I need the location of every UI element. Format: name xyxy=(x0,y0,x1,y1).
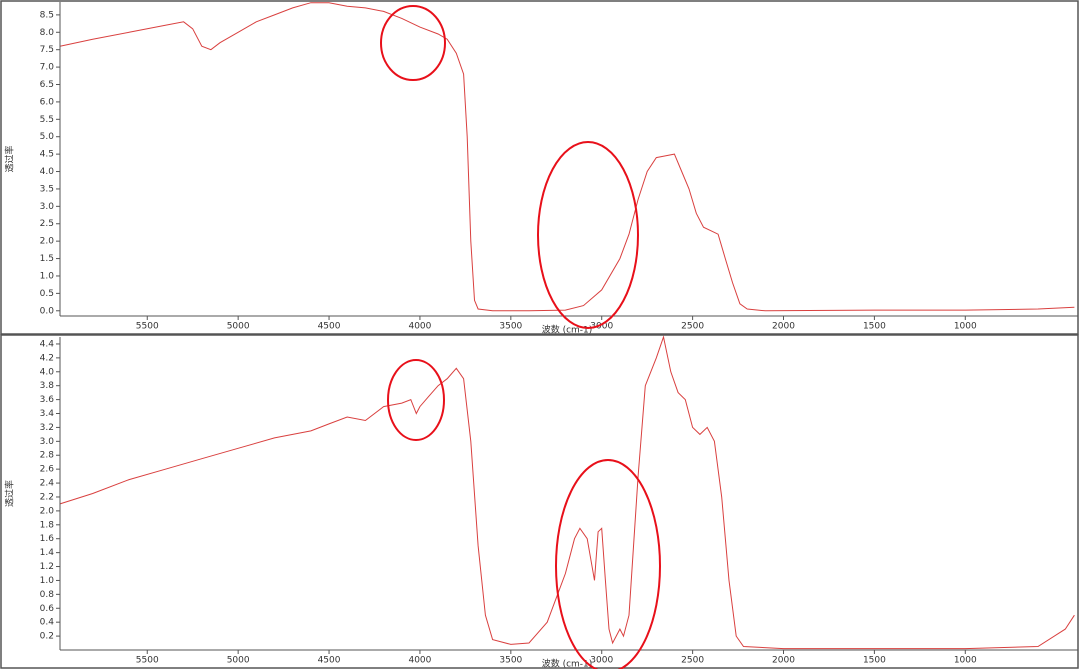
x-tick-label: 3500 xyxy=(499,322,522,332)
y-tick-label: 4.4 xyxy=(40,339,55,349)
y-tick-label: 0.6 xyxy=(40,604,55,614)
y-tick-label: 1.5 xyxy=(40,254,54,264)
y-axis-label: 透过率 xyxy=(4,480,16,507)
y-tick-label: 8.0 xyxy=(40,28,55,38)
y-tick-label: 4.2 xyxy=(40,353,54,363)
highlight-circle xyxy=(537,141,639,329)
y-tick-label: 8.5 xyxy=(40,10,54,20)
y-tick-label: 2.6 xyxy=(40,465,55,475)
y-tick-label: 2.5 xyxy=(40,219,54,229)
x-tick-label: 3500 xyxy=(499,656,522,666)
x-axis-label: 波数 (cm-1) xyxy=(542,658,593,669)
y-tick-label: 4.0 xyxy=(40,167,55,177)
x-tick-label: 2500 xyxy=(681,656,704,666)
plot-frame xyxy=(0,334,1079,669)
y-tick-label: 1.0 xyxy=(40,271,55,281)
y-tick-label: 0.8 xyxy=(40,590,55,600)
x-tick-label: 3000 xyxy=(590,322,613,332)
x-tick-label: 5000 xyxy=(227,656,250,666)
y-tick-label: 4.0 xyxy=(40,367,55,377)
y-tick-label: 6.0 xyxy=(40,97,55,107)
x-tick-label: 4000 xyxy=(408,656,431,666)
y-tick-label: 7.5 xyxy=(40,45,54,55)
y-tick-label: 3.4 xyxy=(40,409,55,419)
y-tick-label: 0.4 xyxy=(40,618,55,628)
x-tick-label: 5500 xyxy=(136,656,159,666)
y-tick-label: 6.5 xyxy=(40,80,54,90)
highlight-circle xyxy=(555,459,661,669)
x-tick-label: 1500 xyxy=(863,322,886,332)
x-tick-label: 1000 xyxy=(954,656,977,666)
spectrum-line xyxy=(59,2,1075,312)
x-tick-label: 4500 xyxy=(318,656,341,666)
y-axis-label: 透过率 xyxy=(4,145,16,172)
highlight-circle xyxy=(380,5,446,81)
x-axis-label: 波数 (cm-1) xyxy=(542,324,593,336)
y-tick-label: 3.0 xyxy=(40,437,55,447)
x-tick-label: 1500 xyxy=(863,656,886,666)
y-tick-label: 1.8 xyxy=(40,520,55,530)
y-tick-label: 2.0 xyxy=(40,237,55,247)
y-tick-label: 0.0 xyxy=(40,306,55,316)
y-tick-label: 1.0 xyxy=(40,576,55,586)
y-tick-label: 3.8 xyxy=(40,381,55,391)
y-tick-label: 1.6 xyxy=(40,534,55,544)
y-tick-label: 5.0 xyxy=(40,132,55,142)
y-tick-label: 1.2 xyxy=(40,562,54,572)
y-tick-label: 0.5 xyxy=(40,289,54,299)
y-tick-label: 1.4 xyxy=(40,548,55,558)
y-tick-label: 5.5 xyxy=(40,115,54,125)
x-tick-label: 4000 xyxy=(408,322,431,332)
y-tick-label: 3.6 xyxy=(40,395,55,405)
y-tick-label: 2.8 xyxy=(40,451,55,461)
x-tick-label: 4500 xyxy=(318,322,341,332)
x-tick-label: 1000 xyxy=(954,322,977,332)
y-tick-label: 7.0 xyxy=(40,63,55,73)
y-tick-label: 2.2 xyxy=(40,492,54,502)
x-tick-label: 2000 xyxy=(772,656,795,666)
y-tick-label: 3.0 xyxy=(40,202,55,212)
highlight-circle xyxy=(387,359,445,441)
x-tick-label: 5000 xyxy=(227,322,250,332)
x-tick-label: 3000 xyxy=(590,656,613,666)
spectrum-line xyxy=(59,335,1075,650)
y-tick-label: 2.4 xyxy=(40,479,55,489)
plot-frame xyxy=(0,0,1079,335)
y-tick-label: 3.5 xyxy=(40,184,54,194)
y-tick-label: 4.5 xyxy=(40,150,54,160)
y-tick-label: 0.2 xyxy=(40,632,54,642)
y-tick-label: 2.0 xyxy=(40,506,55,516)
x-tick-label: 5500 xyxy=(136,322,159,332)
x-tick-label: 2500 xyxy=(681,322,704,332)
x-tick-label: 2000 xyxy=(772,322,795,332)
y-tick-label: 3.2 xyxy=(40,423,54,433)
